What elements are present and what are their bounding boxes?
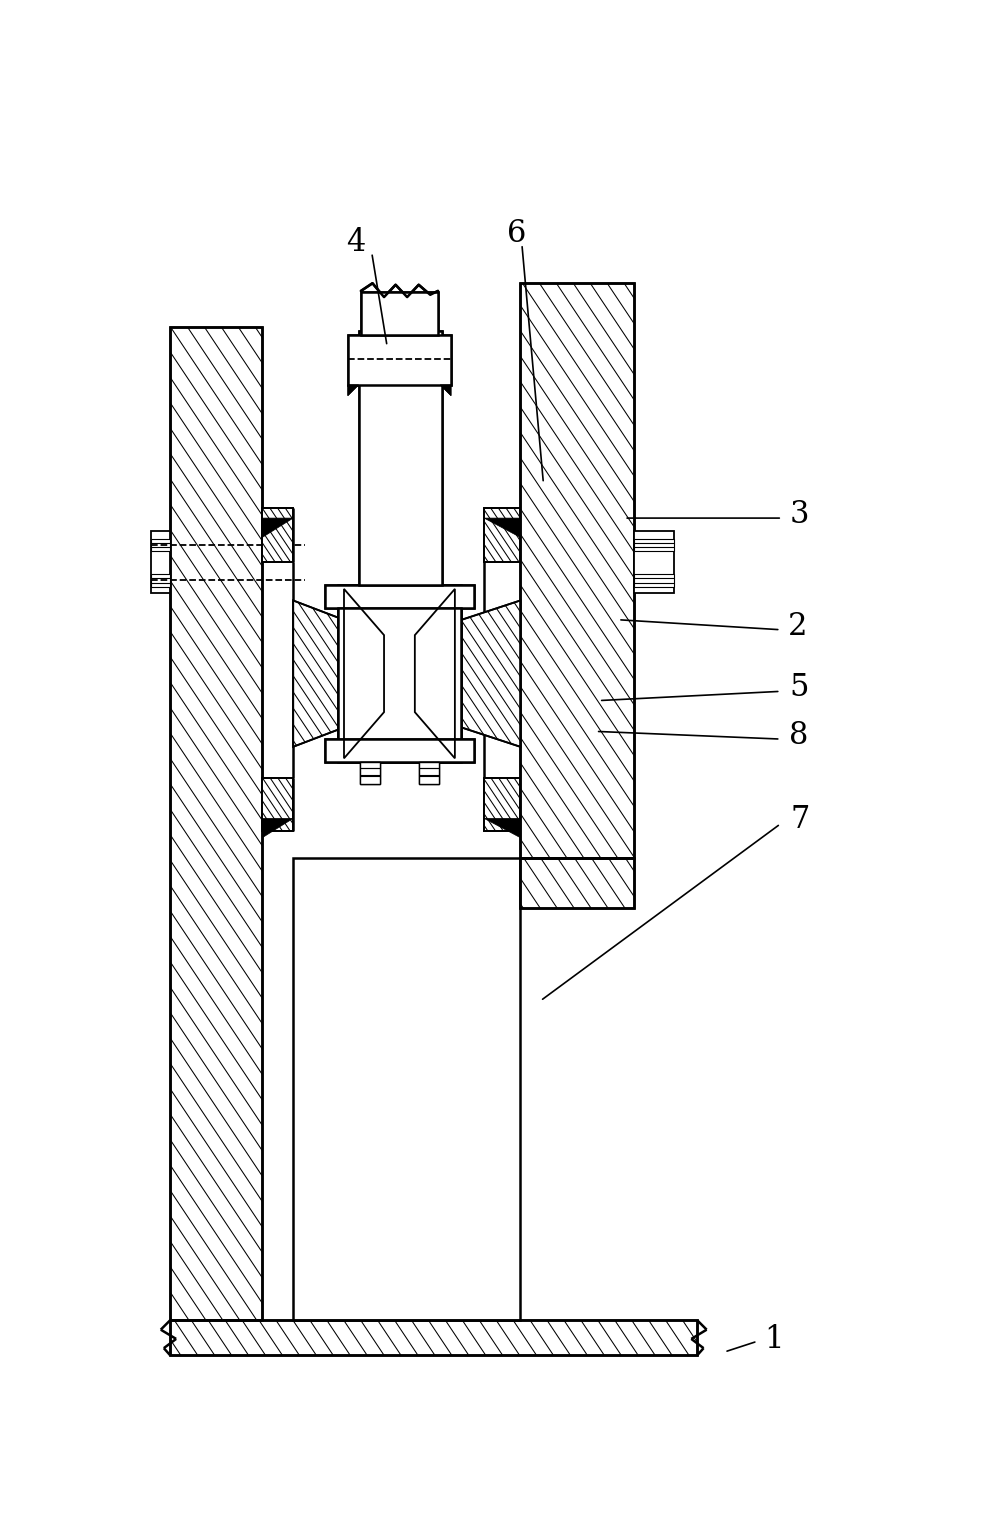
Text: 1: 1 — [765, 1324, 784, 1356]
Polygon shape — [151, 531, 170, 593]
Polygon shape — [440, 385, 451, 396]
Polygon shape — [293, 859, 521, 1320]
Polygon shape — [170, 1320, 698, 1354]
Polygon shape — [635, 574, 675, 586]
Text: 6: 6 — [507, 217, 527, 249]
Polygon shape — [324, 739, 474, 762]
Polygon shape — [151, 574, 170, 586]
Polygon shape — [262, 819, 293, 837]
Polygon shape — [348, 385, 358, 396]
Text: 3: 3 — [790, 499, 810, 529]
Polygon shape — [348, 336, 451, 385]
Polygon shape — [293, 600, 384, 746]
Polygon shape — [484, 819, 521, 837]
Polygon shape — [484, 519, 521, 537]
Polygon shape — [348, 385, 358, 396]
Polygon shape — [521, 283, 635, 859]
Polygon shape — [324, 739, 474, 762]
Polygon shape — [361, 292, 438, 336]
Polygon shape — [521, 859, 635, 908]
Polygon shape — [418, 762, 438, 783]
Polygon shape — [360, 762, 380, 783]
Polygon shape — [360, 762, 380, 783]
Polygon shape — [418, 762, 438, 783]
Polygon shape — [414, 600, 521, 746]
Polygon shape — [361, 292, 438, 336]
Text: 5: 5 — [790, 673, 809, 703]
Polygon shape — [484, 508, 521, 562]
Polygon shape — [262, 519, 293, 537]
Polygon shape — [338, 608, 461, 739]
Polygon shape — [484, 777, 521, 831]
Text: 4: 4 — [346, 226, 365, 259]
Polygon shape — [344, 589, 384, 759]
Polygon shape — [338, 585, 461, 762]
Text: 8: 8 — [790, 720, 809, 751]
Polygon shape — [324, 585, 474, 608]
Text: 7: 7 — [790, 805, 810, 836]
Polygon shape — [262, 777, 293, 831]
Polygon shape — [324, 585, 474, 608]
Polygon shape — [358, 331, 441, 585]
Polygon shape — [348, 336, 451, 385]
Polygon shape — [635, 539, 675, 551]
Polygon shape — [262, 508, 293, 562]
Polygon shape — [338, 608, 461, 739]
Polygon shape — [635, 531, 675, 593]
Polygon shape — [358, 331, 441, 585]
Polygon shape — [170, 328, 262, 1320]
Polygon shape — [440, 385, 451, 396]
Polygon shape — [151, 539, 170, 551]
Text: 2: 2 — [788, 611, 807, 642]
Polygon shape — [414, 589, 454, 759]
